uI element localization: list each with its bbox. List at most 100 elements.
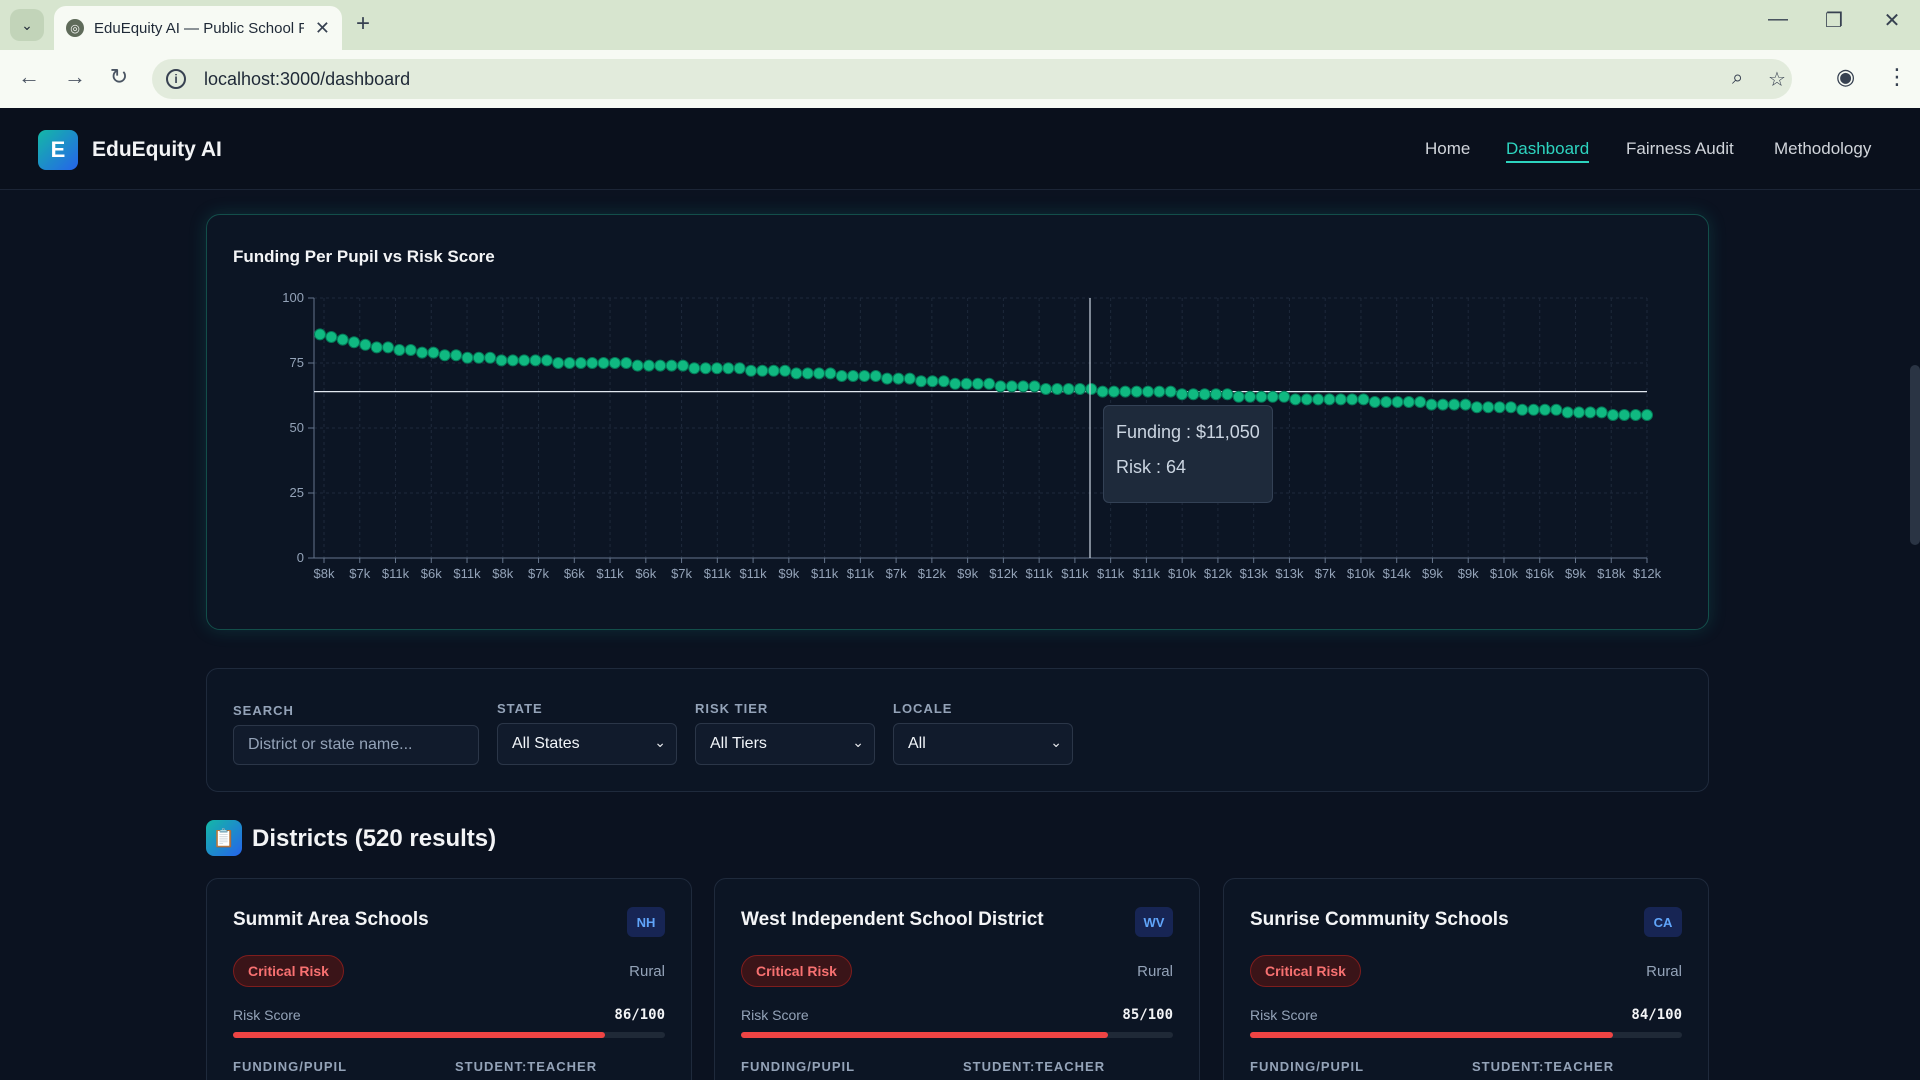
bookmark-star-icon[interactable]: ☆ [1768, 69, 1786, 91]
tab-close-icon[interactable]: ✕ [314, 17, 330, 38]
scatter-point [949, 377, 962, 390]
risk-score-bar-fill [233, 1032, 605, 1038]
x-tick-label: $11k [739, 566, 767, 581]
scatter-point [654, 359, 667, 372]
scatter-point [1244, 390, 1257, 403]
browser-tab[interactable]: ◎ EduEquity AI — Public School R ✕ [54, 6, 342, 50]
state-select[interactable]: All States ⌄ [497, 723, 677, 765]
locale-label: LOCALE [893, 701, 953, 716]
search-input[interactable]: District or state name... [233, 725, 479, 765]
new-tab-plus-icon[interactable]: + [356, 10, 371, 37]
back-arrow-icon[interactable]: ← [18, 64, 40, 89]
scatter-point [1584, 406, 1597, 419]
scatter-point [1017, 380, 1030, 393]
scatter-point [1414, 396, 1427, 408]
scatter-point [597, 357, 610, 369]
scatter-point [779, 364, 792, 377]
tab-search-chevron-icon[interactable]: ⌄ [10, 9, 44, 41]
district-name[interactable]: West Independent School District [741, 909, 1044, 930]
scatter-point [1482, 401, 1495, 414]
x-tick-label: $12k [1204, 566, 1233, 581]
nav-methodology[interactable]: Methodology [1774, 139, 1872, 158]
scatter-point [314, 328, 326, 341]
app-logo[interactable]: E [38, 130, 78, 170]
scatter-point [1595, 406, 1608, 419]
scatter-point [336, 333, 349, 346]
tab-title: EduEquity AI — Public School R [94, 19, 304, 37]
locale-select-value: All [908, 735, 926, 752]
reload-icon[interactable]: ↻ [109, 64, 129, 89]
scatter-point [631, 359, 644, 372]
scatter-point [1618, 409, 1631, 421]
scatter-point [881, 372, 894, 385]
scatter-point [1130, 385, 1143, 398]
scatter-point [801, 367, 814, 380]
scatter-point [1221, 388, 1234, 401]
scatter-point [1073, 383, 1086, 395]
state-label: STATE [497, 701, 543, 716]
scatter-point [1334, 393, 1347, 406]
scatter-point [1062, 383, 1075, 395]
x-tick-label: $8k [314, 566, 335, 581]
restore-icon[interactable]: ❐ [1825, 10, 1843, 32]
scatter-point [1312, 393, 1325, 406]
minimize-icon[interactable]: — [1768, 8, 1788, 30]
x-tick-label: $11k [453, 566, 481, 581]
funding-pupil-label: FUNDING/PUPIL [233, 1059, 348, 1074]
scatter-point [1039, 383, 1052, 395]
x-tick-label: $7k [1315, 566, 1336, 581]
kebab-menu-icon[interactable]: ⋮ [1886, 64, 1908, 89]
address-bar[interactable]: i localhost:3000/dashboard ⌕ ☆ [152, 59, 1792, 99]
site-info-icon[interactable]: i [166, 69, 186, 89]
risk-badge: Critical Risk [741, 955, 852, 987]
url-text[interactable]: localhost:3000/dashboard [204, 68, 411, 89]
scatter-point [450, 349, 463, 362]
risk-tier-label: RISK TIER [695, 701, 769, 716]
forward-arrow-icon[interactable]: → [64, 64, 86, 89]
risk-tier-select[interactable]: All Tiers ⌄ [695, 723, 875, 765]
browser-tabstrip: ⌄ ◎ EduEquity AI — Public School R ✕ + —… [0, 0, 1920, 50]
scatter-point [348, 336, 361, 349]
scatter-point [699, 362, 712, 375]
scatter-point [1448, 398, 1461, 411]
scatter-point [937, 375, 950, 388]
scatter-point [461, 351, 474, 364]
scatter-point [926, 375, 939, 388]
district-name[interactable]: Summit Area Schools [233, 909, 429, 930]
zoom-icon[interactable]: ⌕ [1732, 67, 1744, 89]
district-name[interactable]: Sunrise Community Schools [1250, 909, 1509, 930]
nav-fairness-audit[interactable]: Fairness Audit [1626, 139, 1734, 158]
scatter-point [563, 357, 576, 369]
scatter-point [1572, 406, 1585, 419]
page-scrollbar[interactable] [1910, 365, 1920, 545]
scatter-point [1187, 388, 1200, 401]
scatter-point [733, 362, 746, 375]
scatter-point [994, 380, 1007, 393]
close-window-icon[interactable]: ✕ [1883, 10, 1901, 32]
scatter-point [971, 377, 984, 390]
scatter-point [744, 364, 757, 377]
nav-home[interactable]: Home [1425, 139, 1471, 158]
nav-dashboard[interactable]: Dashboard [1506, 139, 1590, 163]
risk-score-value: 84/100 [1631, 1007, 1682, 1023]
app-name[interactable]: EduEquity AI [92, 138, 222, 161]
district-card[interactable]: Sunrise Community Schools CA Critical Ri… [1223, 878, 1709, 1080]
x-tick-label: $12k [1633, 566, 1662, 581]
scatter-chart[interactable]: 0 25 50 75 100 $8k $7k $11k $6k $11k $8k $7k $6k $11k… [207, 215, 1710, 631]
browser-toolbar: ← → ↻ i localhost:3000/dashboard ⌕ ☆ ◉ ⋮ [0, 50, 1920, 108]
x-tick-label: $8k [492, 566, 513, 581]
profile-icon[interactable]: ◉ [1836, 64, 1856, 89]
district-card[interactable]: Summit Area Schools NH Critical Risk Rur… [206, 878, 692, 1080]
y-tick-label: 0 [297, 550, 304, 565]
funding-pupil-label: FUNDING/PUPIL [1250, 1059, 1365, 1074]
x-tick-label: $7k [886, 566, 907, 581]
y-tick-label: 75 [290, 355, 304, 370]
locale-select[interactable]: All ⌄ [893, 723, 1073, 765]
scatter-point [1391, 396, 1404, 408]
district-card[interactable]: West Independent School District WV Crit… [714, 878, 1200, 1080]
state-badge: WV [1135, 907, 1173, 937]
risk-score-value: 85/100 [1122, 1007, 1173, 1023]
tooltip-funding: Funding : $11,050 [1116, 422, 1260, 442]
filter-panel: SEARCH District or state name... STATE A… [206, 668, 1709, 792]
scatter-point [1538, 403, 1551, 416]
